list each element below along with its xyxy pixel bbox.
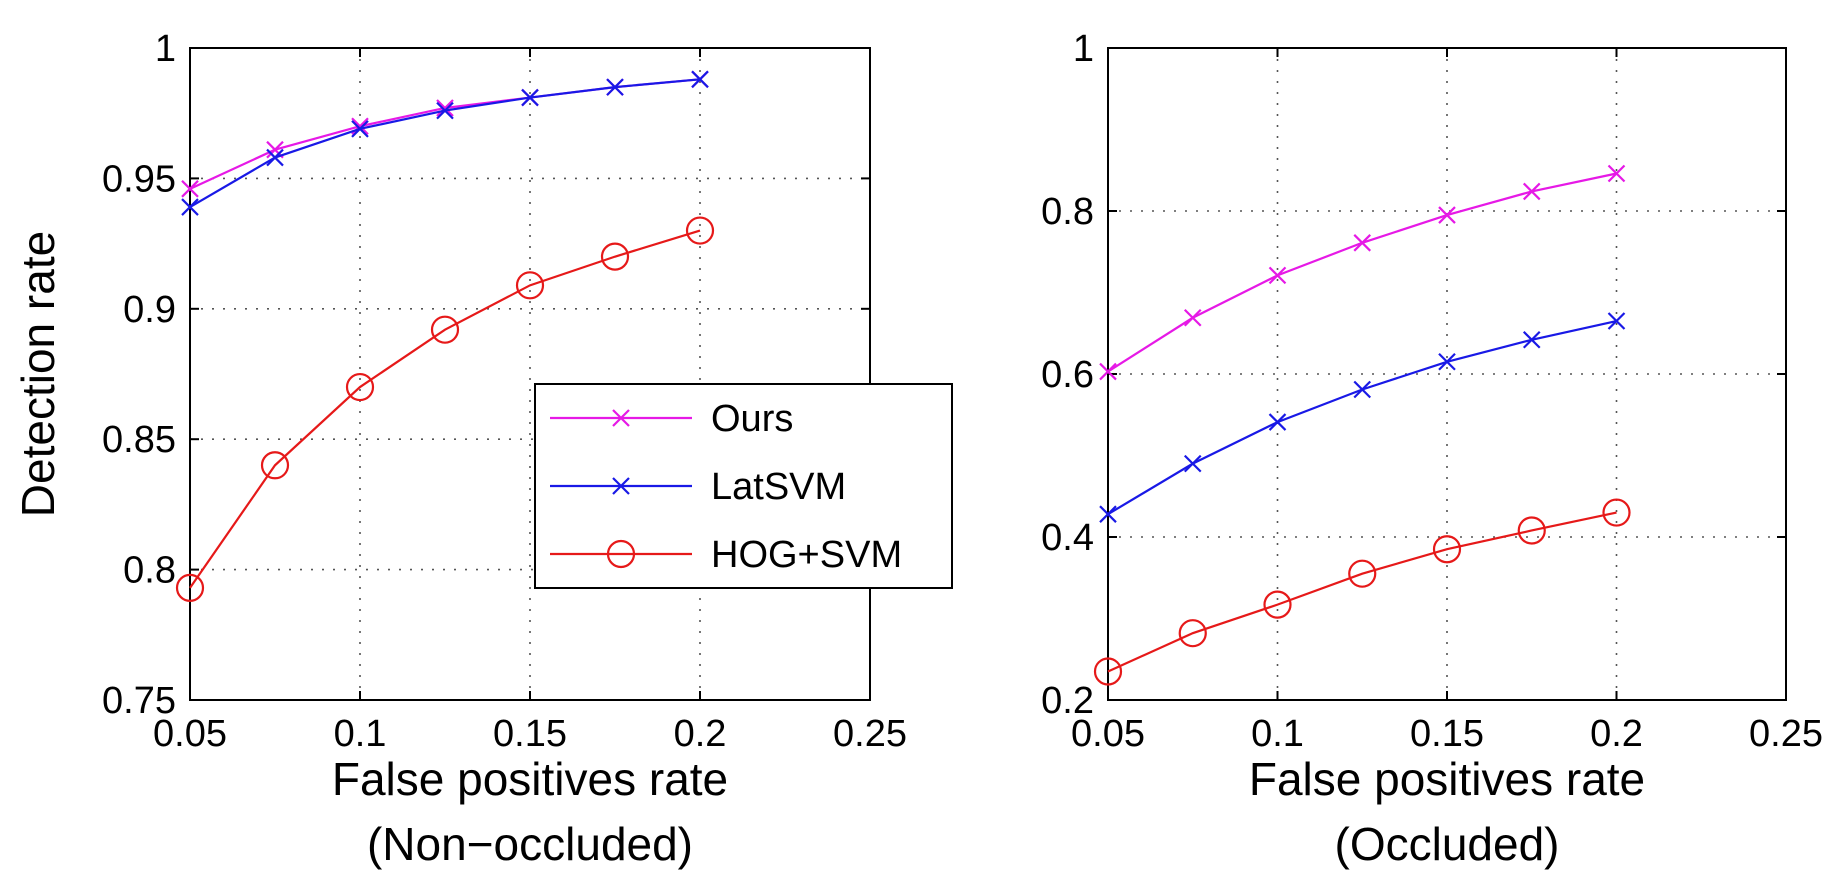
data-point <box>1268 266 1287 285</box>
y-tick-label: 0.2 <box>1041 680 1094 722</box>
y-tick-label: 0.6 <box>1041 354 1094 396</box>
data-point <box>1432 535 1462 564</box>
data-point <box>1353 234 1372 252</box>
series-ours <box>1099 164 1626 381</box>
data-point <box>175 573 205 602</box>
series-line <box>189 78 701 190</box>
data-point <box>1268 413 1287 431</box>
data-point <box>1517 516 1546 545</box>
data-point <box>1348 559 1377 588</box>
x-tick-label: 0.25 <box>833 713 907 755</box>
data-point <box>515 271 545 300</box>
data-point <box>351 120 369 138</box>
x-tick-label: 0.25 <box>1749 713 1823 755</box>
series-hog-svm <box>175 216 715 602</box>
data-point <box>600 242 630 271</box>
data-point <box>1099 362 1117 381</box>
series-line <box>1107 511 1617 673</box>
data-point <box>1099 505 1117 523</box>
series-line <box>189 229 701 589</box>
data-point <box>1353 380 1372 399</box>
data-point <box>345 372 375 402</box>
x-tick-label: 0.15 <box>493 713 567 755</box>
y-tick-label: 0.4 <box>1041 517 1094 559</box>
series-hog-svm <box>1093 498 1631 686</box>
x-tick-label: 0.1 <box>1251 713 1304 755</box>
y-tick-label: 1 <box>1073 28 1094 70</box>
data-point <box>1183 308 1202 327</box>
data-point <box>691 70 709 89</box>
y-tick-label: 0.8 <box>123 550 176 592</box>
data-point <box>1607 164 1626 183</box>
data-point <box>1263 590 1292 619</box>
data-point <box>1183 454 1202 473</box>
x-tick-label: 0.05 <box>1071 713 1145 755</box>
data-point <box>1607 312 1626 330</box>
data-point <box>181 180 199 198</box>
y-tick-label: 0.85 <box>102 419 176 461</box>
series-latsvm <box>1099 312 1626 523</box>
series-line <box>1107 319 1617 516</box>
data-point <box>1178 619 1207 648</box>
y-tick-label: 0.9 <box>123 289 176 331</box>
series-latsvm <box>181 70 709 216</box>
x-axis-label: False positives rate <box>332 753 728 805</box>
axes-box <box>1107 47 1787 701</box>
data-point <box>260 451 290 480</box>
y-axis-label: Detection rate <box>12 231 64 517</box>
legend-label: LatSVM <box>711 466 846 508</box>
chart-non-occluded: 0.05 0.1 0.15 0.2 0.25 0.75 0.8 0.85 0.9 0.95 1 Fal… <box>12 28 953 870</box>
x-tick-label: 0.1 <box>334 713 387 755</box>
x-tick-label: 0.2 <box>1590 713 1643 755</box>
data-point <box>1602 498 1631 527</box>
legend-label: Ours <box>711 398 793 440</box>
legend-label: HOG+SVM <box>711 534 902 576</box>
y-tick-label: 1 <box>155 28 176 70</box>
x-tick-label: 0.2 <box>674 713 727 755</box>
data-point <box>1522 182 1541 201</box>
legend-entry: LatSVM <box>550 466 846 508</box>
series-line <box>1107 172 1617 373</box>
x-axis-sublabel: (Occluded) <box>1335 818 1560 870</box>
series-line <box>189 78 701 209</box>
y-tick-label: 0.95 <box>102 158 176 200</box>
y-tick-label: 0.8 <box>1041 191 1094 233</box>
data-point <box>1438 352 1456 371</box>
data-point <box>521 88 539 107</box>
data-point <box>1438 206 1456 224</box>
data-point <box>1093 657 1123 686</box>
legend-entry: Ours <box>550 398 793 440</box>
legend: Ours LatSVM HOG+SVM <box>534 383 953 589</box>
chart-occluded: 0.05 0.1 0.15 0.2 0.25 0.2 0.4 0.6 0.8 1 False pos… <box>1041 28 1823 870</box>
legend-marker <box>606 539 636 569</box>
x-tick-label: 0.15 <box>1410 713 1484 755</box>
data-point <box>606 78 624 96</box>
data-point <box>685 216 715 245</box>
x-tick-label: 0.05 <box>153 713 227 755</box>
data-point <box>266 148 284 167</box>
data-point <box>436 101 454 120</box>
x-axis-sublabel: (Non−occluded) <box>367 818 693 870</box>
legend-marker <box>612 409 630 427</box>
data-point <box>181 198 199 216</box>
data-point <box>430 315 460 344</box>
legend-marker <box>612 477 630 495</box>
y-tick-label: 0.75 <box>102 680 176 722</box>
data-point <box>1522 330 1541 349</box>
data-point <box>436 99 454 117</box>
legend-entry: HOG+SVM <box>550 534 902 576</box>
x-axis-label: False positives rate <box>1249 753 1645 805</box>
